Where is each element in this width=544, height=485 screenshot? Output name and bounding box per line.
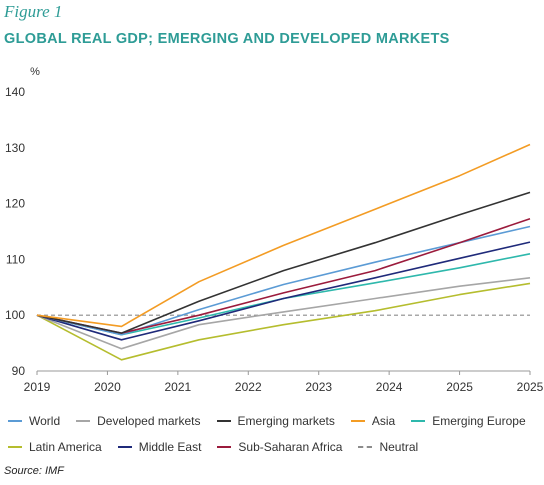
x-tick-label: 2021 (165, 380, 192, 394)
chart-title: GLOBAL REAL GDP; EMERGING AND DEVELOPED … (4, 31, 450, 47)
legend-row: Latin America Middle East Sub-Saharan Afri… (8, 434, 538, 460)
legend-item-latin-america: Latin America (8, 440, 102, 454)
legend-item-asia: Asia (350, 414, 396, 428)
y-tick-label: 100 (5, 308, 25, 322)
legend-label: Latin America (29, 440, 102, 454)
x-tick-label: 2022 (235, 380, 262, 394)
y-tick-label: 120 (5, 197, 25, 211)
source-note: Source: IMF (4, 465, 64, 477)
y-tick-label: 130 (5, 141, 25, 155)
legend-label: Neutral (379, 440, 419, 454)
legend-swatch (8, 420, 22, 422)
figure-label: Figure 1 (4, 2, 63, 21)
series-line-latin-america (36, 282, 531, 361)
y-tick-label: 140 (5, 85, 25, 99)
series-line-world (36, 225, 531, 336)
x-tick-label: 2019 (24, 380, 51, 394)
legend-label: Sub-Saharan Africa (238, 440, 343, 454)
x-tick-label: 2023 (305, 380, 332, 394)
legend-swatch (217, 446, 232, 448)
legend-label: Developed markets (97, 414, 201, 428)
legend-label: Emerging Europe (432, 414, 526, 428)
legend-swatch (76, 420, 91, 422)
legend-row: World Developed markets Emerging markets As… (8, 408, 538, 434)
series-line-emerging-europe (36, 253, 531, 336)
legend-item-emerging-markets: Emerging markets (216, 414, 335, 428)
y-axis-unit: % (30, 66, 40, 78)
series-line-developed-markets (36, 277, 531, 350)
series-line-sub-saharan-africa (36, 217, 531, 334)
legend-label: Asia (371, 414, 396, 428)
legend-label: World (29, 414, 61, 428)
legend-label: Middle East (138, 440, 202, 454)
legend-label: Emerging markets (237, 414, 335, 428)
legend-item-developed-markets: Developed markets (76, 414, 201, 428)
legend-item-neutral: Neutral (358, 440, 418, 454)
x-axis: 2019 2020 2021 2022 2023 2024 2025 2025 (24, 370, 544, 394)
plot-lines (36, 143, 531, 361)
legend-item-middle-east: Middle East (117, 440, 202, 454)
series-line-asia (36, 143, 531, 328)
legend-swatch (358, 446, 373, 448)
x-tick-label: 2020 (94, 380, 121, 394)
legend: World Developed markets Emerging markets As… (8, 408, 538, 460)
legend-item-world: World (8, 414, 60, 428)
y-tick-label: 90 (12, 364, 26, 378)
x-tick-label: 2024 (376, 380, 403, 394)
y-tick-label: 110 (6, 252, 25, 266)
legend-swatch (411, 420, 426, 422)
x-tick-label: 2025 (446, 380, 473, 394)
legend-swatch (216, 420, 231, 422)
series-line-emerging-markets (36, 191, 531, 334)
legend-item-emerging-europe: Emerging Europe (411, 414, 526, 428)
legend-swatch (8, 446, 22, 448)
x-tick-label: 2025 (517, 380, 544, 394)
y-axis: % 90 100 110 120 130 140 (5, 66, 40, 378)
legend-swatch (117, 446, 132, 448)
legend-swatch (350, 420, 365, 422)
legend-item-sub-saharan-africa: Sub-Saharan Africa (217, 440, 342, 454)
series-line-middle-east (36, 241, 531, 341)
